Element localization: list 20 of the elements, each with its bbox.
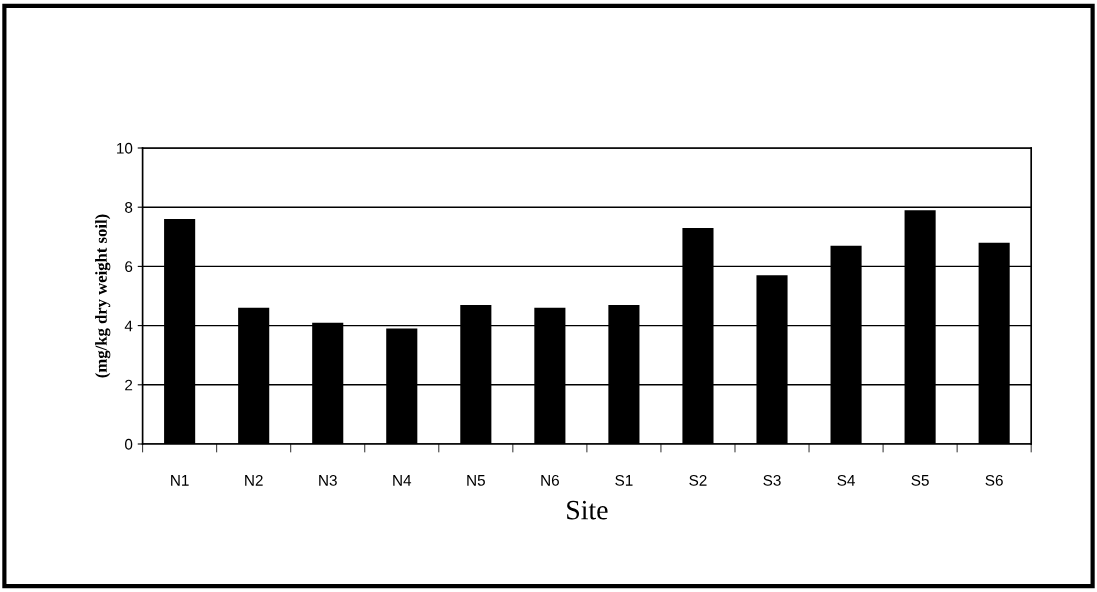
x-tick-label: S5 (911, 474, 929, 486)
x-tick-label: S3 (763, 474, 781, 486)
y-tick-label: 10 (117, 142, 133, 154)
y-tick-label: 0 (124, 438, 133, 450)
x-tick-label: N2 (245, 474, 263, 486)
y-tick-label: 8 (125, 202, 133, 213)
x-tick-label: N1 (171, 475, 189, 486)
x-tick-label: N6 (541, 474, 559, 486)
x-tick-label: S2 (689, 474, 707, 486)
x-tick-label: S6 (985, 474, 1003, 486)
y-tick-label: 6 (125, 261, 133, 273)
x-tick-label: N5 (467, 475, 485, 486)
x-tick-label: S4 (837, 474, 855, 486)
y-tick-label: 4 (124, 320, 133, 332)
y-axis-title: (mg/kg dry weight soil) (95, 214, 111, 378)
x-tick-label: N3 (319, 474, 337, 486)
x-tick-label: S1 (615, 474, 633, 486)
y-tick-label: 2 (125, 379, 133, 391)
x-axis-title: Site (567, 500, 608, 520)
x-tick-label: N4 (393, 475, 412, 486)
